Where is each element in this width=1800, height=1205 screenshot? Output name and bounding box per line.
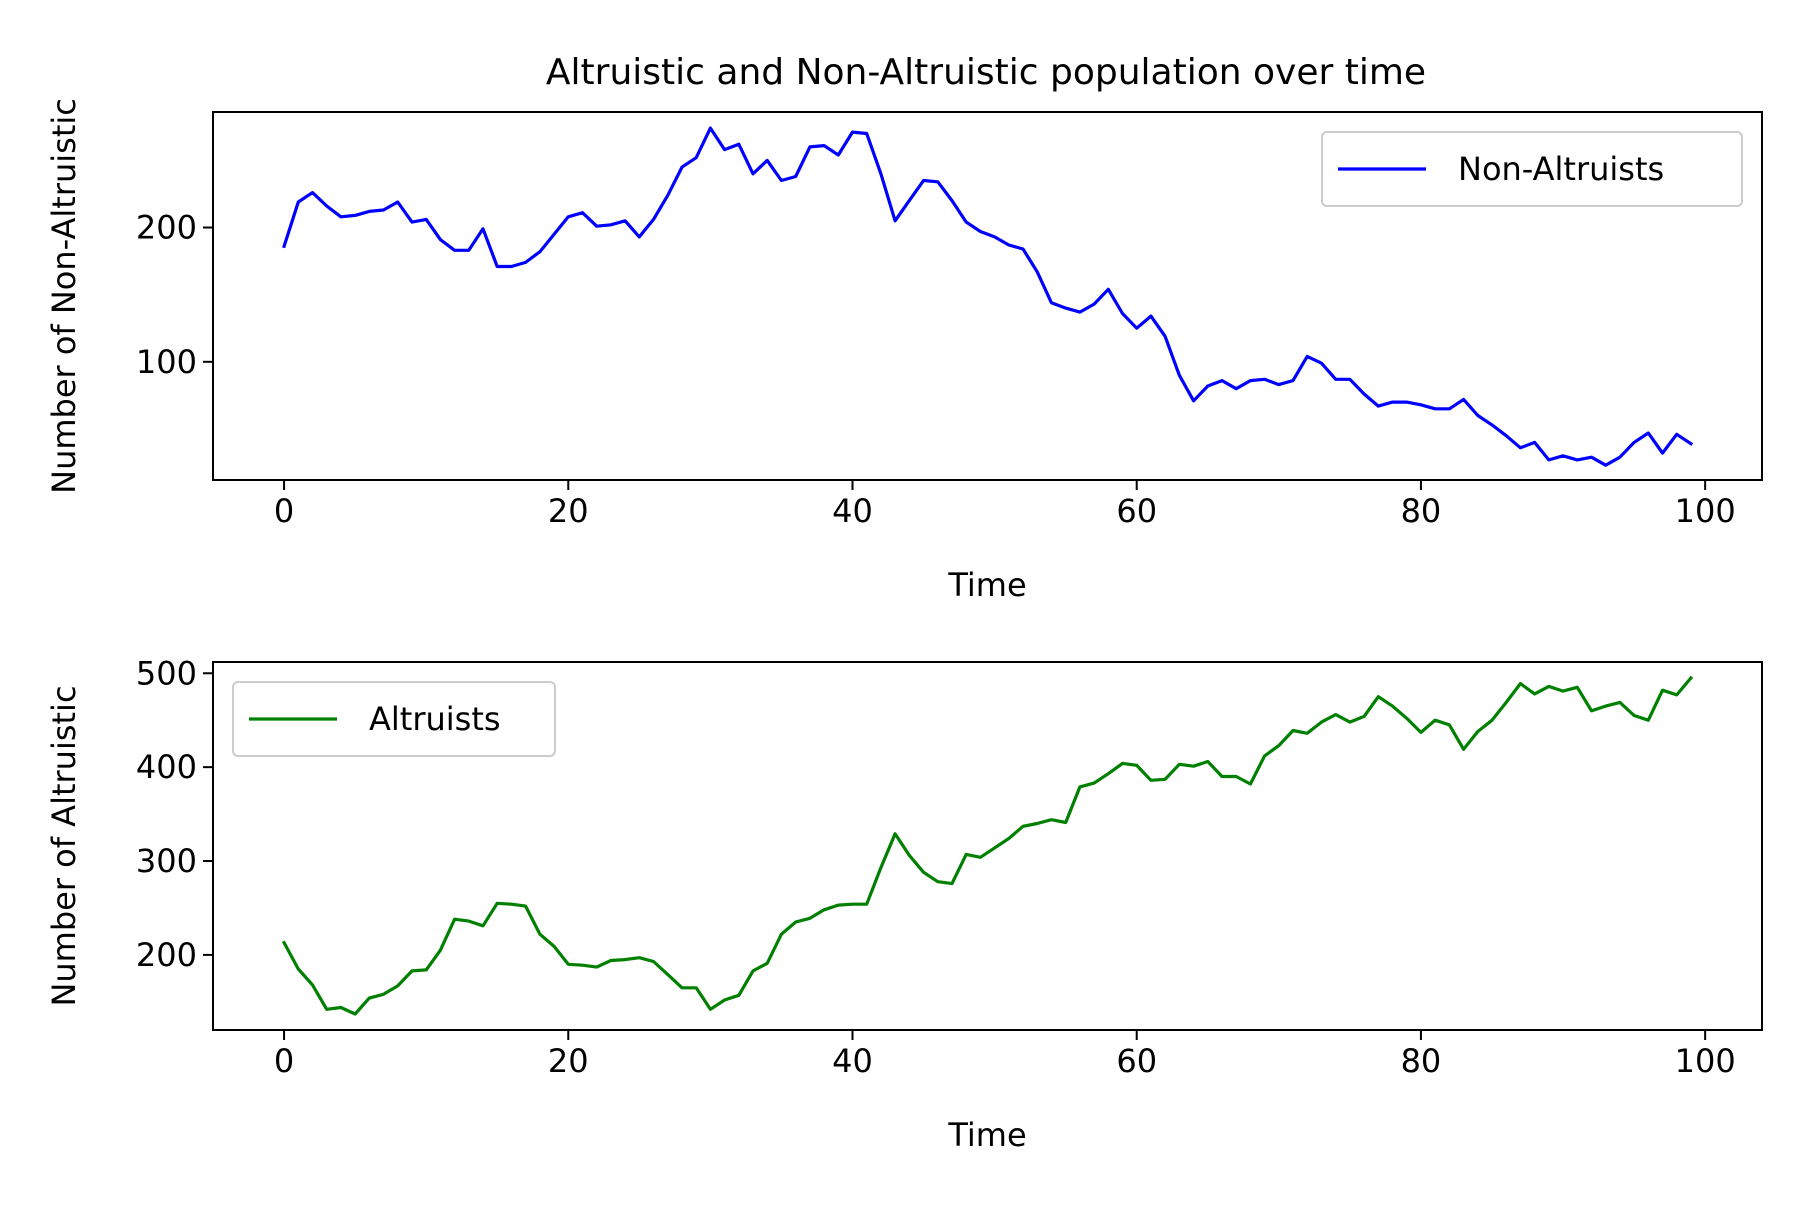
top-legend-box (1321, 131, 1743, 207)
top-panel: 0 20 40 60 80 100 100 200 Time Number of Non-Altr… (45, 98, 1763, 604)
top-x-tick-label: 100 (1675, 492, 1736, 530)
bottom-y-tick-label: 300 (136, 842, 197, 880)
top-y-tick-label: 100 (136, 343, 197, 381)
top-y-axis-label: Number of Non-Altruistic (45, 98, 83, 494)
bottom-panel: 0 20 40 60 80 100 200 300 400 500 Time Number of Al… (45, 654, 1763, 1154)
bottom-x-tick-label: 100 (1675, 1042, 1736, 1080)
top-x-tick-label: 80 (1401, 492, 1442, 530)
bottom-y-tick-label: 500 (136, 654, 197, 692)
top-series-line-0 (282, 126, 1694, 467)
top-x-tick-label: 60 (1116, 492, 1157, 530)
bottom-x-tick-label: 40 (832, 1042, 873, 1080)
bottom-legend-label: Altruists (369, 700, 501, 738)
bottom-axes-frame (212, 661, 1763, 1031)
top-x-tick-label: 0 (274, 492, 294, 530)
top-x-tick-label: 40 (832, 492, 873, 530)
top-y-tick-label: 200 (136, 209, 197, 247)
top-x-tick-label: 20 (548, 492, 589, 530)
top-x-axis-label: Time (947, 566, 1026, 604)
top-legend-label: Non-Altruists (1458, 150, 1664, 188)
chart-title: Altruistic and Non-Altruistic population… (546, 52, 1426, 93)
bottom-x-axis-label: Time (947, 1116, 1026, 1154)
bottom-x-tick-label: 0 (274, 1042, 294, 1080)
bottom-x-tick-label: 20 (548, 1042, 589, 1080)
bottom-y-tick-label: 400 (136, 748, 197, 786)
bottom-x-tick-label: 60 (1116, 1042, 1157, 1080)
bottom-x-tick-label: 80 (1401, 1042, 1442, 1080)
bottom-series-line-0 (281, 675, 1694, 1016)
bottom-legend-box (232, 681, 556, 757)
bottom-y-axis-label: Number of Altruistic (45, 685, 83, 1006)
bottom-y-tick-label: 200 (136, 936, 197, 974)
top-axes-frame (212, 111, 1763, 481)
